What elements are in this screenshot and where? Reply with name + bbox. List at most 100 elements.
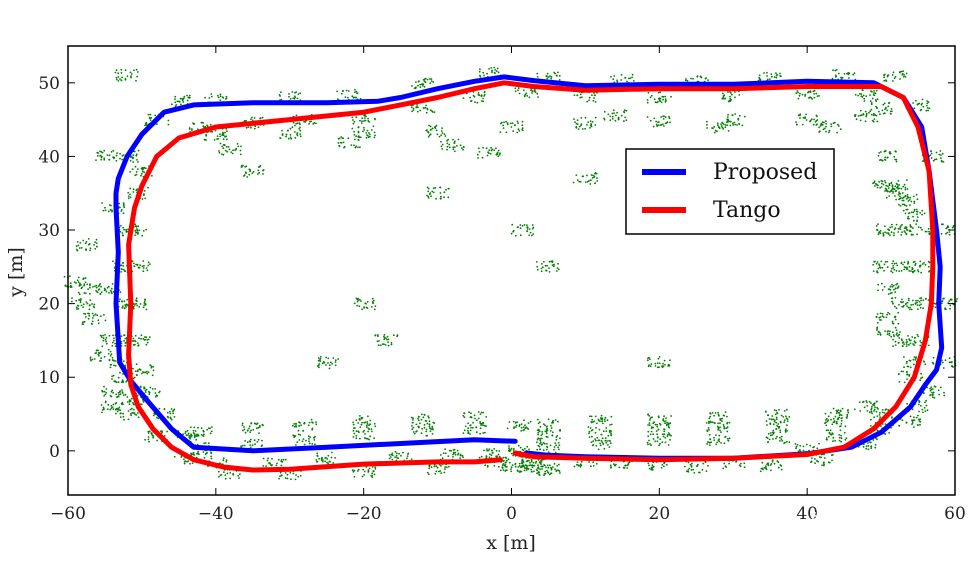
cloud-point [543, 442, 546, 445]
cloud-point [279, 137, 282, 140]
cloud-point [921, 98, 924, 101]
cloud-point [148, 336, 151, 339]
cloud-point [289, 134, 292, 136]
cloud-point [942, 367, 945, 369]
cloud-point [91, 358, 94, 361]
cloud-point [142, 230, 145, 232]
cloud-point [539, 439, 542, 442]
cloud-point [103, 157, 106, 160]
cloud-point [111, 406, 114, 408]
cloud-point [142, 306, 145, 309]
cloud-point [104, 319, 107, 322]
cloud-point [100, 291, 103, 293]
cloud-point [445, 452, 447, 455]
cloud-point [278, 477, 280, 480]
cloud-point [363, 114, 366, 117]
cloud-point [517, 128, 520, 131]
cloud-point [553, 265, 555, 267]
cloud-point [886, 260, 889, 263]
cloud-point [469, 429, 472, 432]
cloud-point [776, 424, 778, 427]
cloud-point [432, 81, 435, 83]
cloud-point [656, 436, 659, 439]
cloud-point [903, 261, 906, 264]
cloud-point [443, 191, 446, 194]
cloud-point [422, 416, 425, 419]
cloud-point [552, 419, 554, 422]
cloud-point [79, 301, 82, 304]
cloud-point [321, 456, 323, 459]
cloud-point [931, 391, 933, 394]
cloud-point [551, 431, 554, 434]
cloud-point [347, 96, 349, 99]
cloud-point [132, 302, 135, 305]
cloud-point [894, 291, 896, 293]
cloud-point [876, 107, 878, 109]
cloud-point [206, 428, 209, 431]
cloud-point [525, 460, 528, 463]
cloud-point [122, 262, 124, 264]
cloud-point [133, 339, 136, 342]
cloud-point [927, 228, 930, 230]
cloud-point [548, 464, 551, 467]
cloud-point [420, 432, 423, 435]
cloud-point [328, 364, 331, 367]
cloud-point [785, 415, 787, 418]
cloud-point [277, 458, 280, 461]
cloud-point [927, 109, 929, 112]
cloud-point [771, 434, 774, 436]
cloud-point [879, 230, 882, 232]
cloud-point [146, 269, 149, 272]
cloud-point [77, 291, 80, 294]
cloud-point [289, 136, 292, 139]
cloud-point [838, 436, 841, 439]
cloud-point [739, 465, 742, 468]
cloud-point [259, 424, 261, 427]
cloud-point [949, 307, 951, 310]
cloud-point [504, 464, 507, 466]
cloud-point [912, 102, 914, 104]
cloud-point [315, 423, 318, 426]
cloud-point [370, 306, 373, 308]
cloud-point [832, 421, 835, 424]
cloud-point [284, 472, 287, 474]
cloud-point [848, 77, 850, 79]
cloud-point [931, 361, 934, 364]
cloud-point [893, 188, 895, 190]
cloud-point [880, 186, 883, 188]
cloud-point [482, 97, 484, 100]
cloud-point [498, 455, 501, 458]
cloud-point [410, 458, 413, 460]
cloud-point [239, 153, 242, 156]
cloud-point [926, 102, 929, 105]
cloud-point [135, 154, 138, 157]
cloud-point [510, 470, 513, 473]
cloud-point [777, 423, 780, 425]
cloud-point [539, 462, 542, 465]
cloud-point [622, 466, 625, 469]
cloud-point [514, 465, 517, 468]
cloud-point [538, 461, 541, 463]
cloud-point [872, 263, 875, 266]
cloud-point [550, 427, 553, 429]
cloud-point [930, 386, 933, 388]
cloud-point [573, 94, 576, 96]
cloud-point [358, 298, 361, 301]
cloud-point [216, 138, 218, 140]
cloud-point [727, 439, 729, 442]
cloud-point [770, 73, 773, 75]
cloud-point [902, 70, 904, 73]
cloud-point [878, 152, 881, 154]
cloud-point [137, 412, 139, 414]
cloud-point [373, 422, 376, 425]
cloud-point [430, 195, 432, 198]
cloud-point [239, 473, 241, 475]
cloud-point [821, 123, 824, 126]
cloud-point [416, 106, 419, 109]
cloud-point [549, 75, 551, 78]
cloud-point [359, 415, 361, 417]
cloud-point [287, 137, 290, 140]
cloud-point [521, 124, 524, 127]
cloud-point [919, 265, 921, 268]
cloud-point [878, 232, 880, 234]
